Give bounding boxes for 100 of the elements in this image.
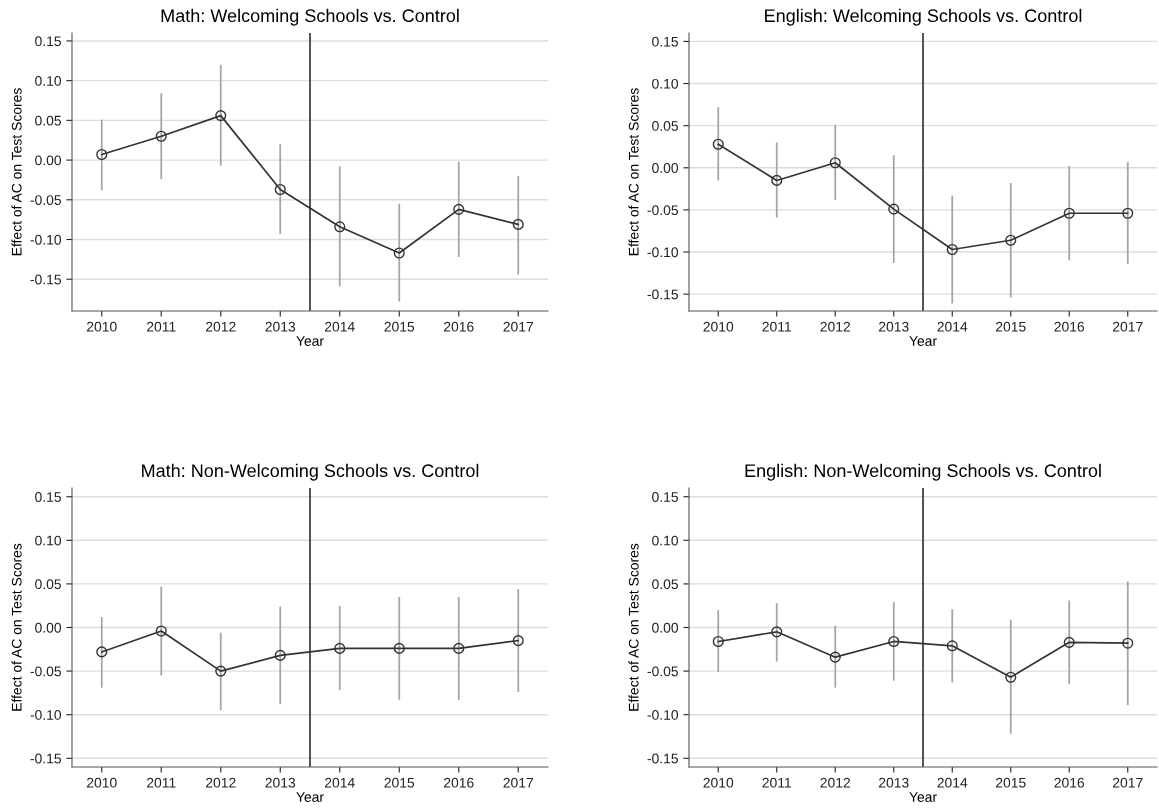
x-tick-label: 2010 (87, 777, 117, 788)
point (96, 148, 108, 161)
y-tick-label: 0.10 (35, 75, 62, 86)
point (334, 642, 346, 654)
x-tick-label: 2014 (937, 777, 968, 788)
y-tick-label: 0.15 (35, 36, 61, 47)
y-tick-label: -0.15 (647, 753, 678, 764)
x-tick-label: 2011 (762, 777, 792, 788)
x-axis-title: Year (909, 792, 937, 802)
x-tick-label: 2014 (325, 777, 355, 788)
point (1122, 207, 1134, 219)
point (453, 642, 465, 654)
y-tick-label: 0.00 (35, 155, 62, 166)
point (393, 247, 405, 259)
x-axis-title: Year (296, 792, 324, 802)
point (1005, 234, 1017, 246)
point (771, 626, 783, 638)
y-tick-label: 0.10 (652, 78, 679, 89)
y-tick-label: -0.05 (30, 195, 61, 205)
x-tick-label: 2010 (703, 321, 734, 332)
x-tick-label: 2011 (147, 777, 176, 788)
x-tick-label: 2016 (1054, 777, 1085, 788)
x-tick-label: 2013 (879, 321, 909, 332)
y-tick-label: 0.05 (652, 579, 678, 590)
point (96, 646, 108, 658)
x-tick-label: 2011 (147, 321, 176, 332)
point (215, 110, 227, 122)
y-tick-label: 0.15 (652, 492, 678, 502)
x-tick-label: 2012 (820, 777, 850, 788)
y-tick-label: -0.10 (647, 710, 679, 720)
y-tick-label: 0.00 (652, 163, 679, 173)
y-tick-label: -0.05 (647, 666, 678, 677)
point (771, 174, 783, 186)
point (888, 203, 900, 215)
x-tick-label: 2014 (937, 321, 968, 332)
point (512, 218, 524, 230)
x-tick-label: 2013 (879, 777, 909, 788)
y-tick-label: 0.10 (652, 535, 679, 546)
y-tick-label: 0.00 (35, 622, 62, 633)
chart-title: Math: Welcoming Schools vs. Control (161, 8, 459, 26)
y-tick-label: 0.05 (35, 115, 61, 126)
point (1122, 637, 1134, 649)
chart-title: English: Welcoming Schools vs. Control (765, 8, 1082, 26)
y-axis-title: Effect of AC on Test Scores (11, 543, 22, 711)
point (1063, 636, 1075, 648)
x-tick-label: 2012 (206, 777, 236, 788)
x-tick-label: 2016 (1054, 321, 1085, 332)
chart-title: Math: Non-Welcoming Schools vs. Control (142, 463, 479, 481)
y-axis-title: Effect of AC on Test Scores (11, 88, 22, 256)
y-tick-label: -0.15 (30, 274, 61, 285)
x-tick-label: 2016 (444, 321, 474, 332)
y-tick-label: 0.15 (35, 492, 61, 502)
point (946, 640, 958, 652)
point (1063, 207, 1075, 219)
x-tick-label: 2017 (503, 777, 533, 788)
x-tick-label: 2017 (503, 321, 533, 332)
x-tick-label: 2012 (820, 321, 850, 332)
x-tick-label: 2015 (996, 321, 1026, 332)
point (155, 130, 167, 142)
point (512, 635, 524, 647)
x-axis-title: Year (296, 336, 324, 346)
chart-title: English: Non-Welcoming Schools vs. Control (745, 463, 1101, 481)
x-tick-label: 2010 (87, 321, 117, 332)
point (334, 221, 346, 233)
x-tick-label: 2014 (325, 321, 355, 332)
y-tick-label: -0.10 (30, 710, 62, 720)
x-axis-title: Year (909, 336, 937, 346)
y-tick-label: -0.05 (30, 666, 61, 677)
y-tick-label: 0.05 (652, 121, 678, 131)
point (946, 243, 958, 256)
y-tick-label: -0.10 (30, 234, 62, 245)
y-tick-label: -0.10 (647, 247, 679, 258)
y-axis-title: Effect of AC on Test Scores (628, 543, 639, 711)
point (829, 157, 841, 169)
point (155, 625, 167, 637)
point (274, 649, 286, 661)
point (453, 203, 465, 215)
x-tick-label: 2012 (206, 321, 236, 332)
y-tick-label: 0.15 (652, 36, 678, 47)
x-tick-label: 2011 (762, 321, 792, 332)
point (829, 651, 841, 663)
x-tick-label: 2015 (384, 321, 415, 332)
y-tick-label: 0.10 (35, 535, 62, 546)
y-tick-label: -0.15 (30, 753, 61, 764)
x-tick-label: 2013 (265, 777, 296, 788)
y-tick-label: -0.15 (647, 289, 678, 300)
point (1005, 671, 1017, 683)
x-tick-label: 2016 (444, 777, 474, 788)
point (215, 665, 227, 677)
point (712, 635, 724, 648)
x-tick-label: 2013 (265, 321, 296, 332)
y-axis-title: Effect of AC on Test Scores (628, 88, 639, 256)
x-tick-label: 2015 (996, 777, 1026, 788)
point (888, 635, 900, 648)
y-tick-label: 0.00 (652, 622, 679, 633)
x-tick-label: 2010 (703, 777, 734, 788)
point (274, 183, 286, 196)
x-tick-label: 2017 (1113, 321, 1143, 332)
point (712, 138, 724, 150)
point (393, 642, 405, 654)
